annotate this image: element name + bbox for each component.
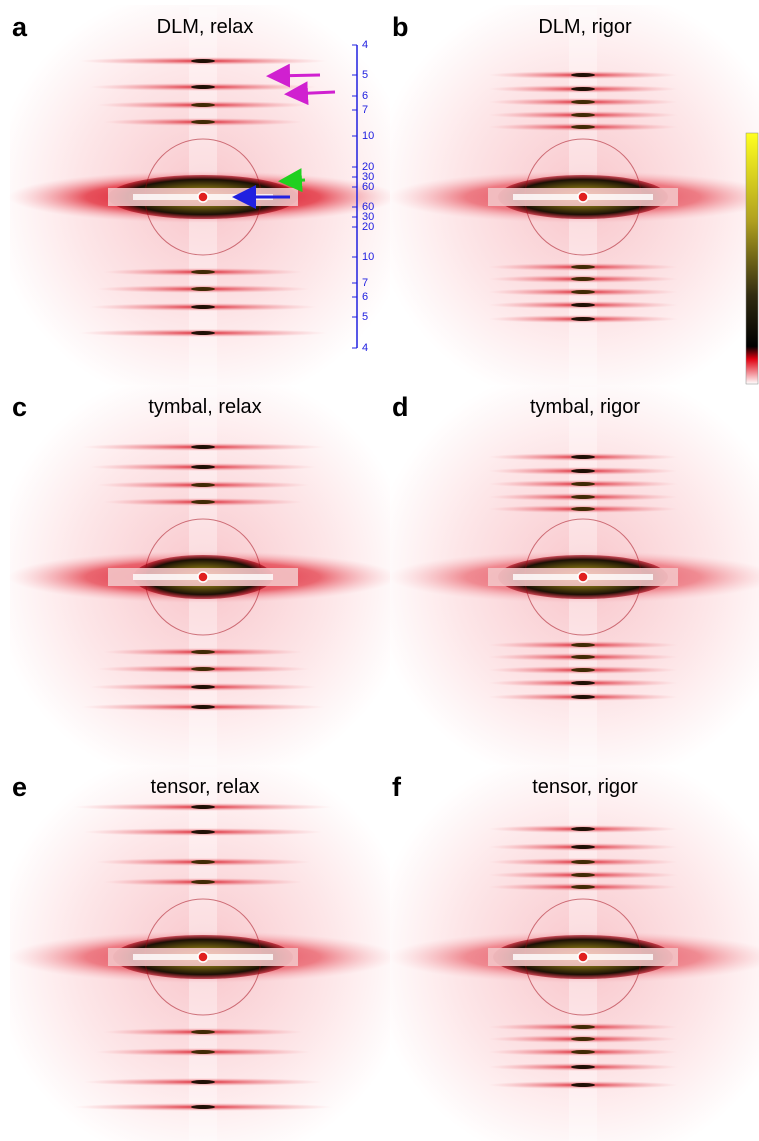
pattern [388, 5, 759, 389]
meridional-reflection [191, 103, 215, 107]
meridional-reflection [191, 880, 215, 884]
panel-letter: b [392, 12, 409, 42]
meridional-reflection [191, 830, 215, 834]
meridional-reflection [571, 113, 595, 117]
meridional-reflection [191, 1050, 215, 1054]
panel-letter: f [392, 772, 402, 802]
center [198, 192, 208, 202]
meridional-reflection [191, 305, 215, 309]
scale-tick-label: 7 [362, 104, 368, 116]
meridional-reflection [571, 643, 595, 647]
meridional-reflection [191, 85, 215, 89]
meridional-reflection [571, 827, 595, 831]
meridional-reflection [191, 270, 215, 274]
meridional-reflection [571, 873, 595, 877]
scale-tick-label: 5 [362, 69, 368, 81]
meridional-reflection [191, 685, 215, 689]
meridional-reflection [571, 885, 595, 889]
meridional-reflection [191, 1105, 215, 1109]
meridional-reflection [571, 125, 595, 129]
meridional-reflection [571, 495, 595, 499]
meridional-reflection [571, 845, 595, 849]
meridional-reflection [571, 265, 595, 269]
meridional-reflection [191, 59, 215, 63]
scale-tick-label: 4 [362, 39, 368, 51]
panel-letter: d [392, 392, 409, 422]
pattern [388, 385, 759, 769]
pattern [388, 765, 759, 1141]
meridional-reflection [571, 317, 595, 321]
scale-tick-label: 4 [362, 342, 368, 354]
meridional-reflection [571, 100, 595, 104]
meridional-reflection [571, 1065, 595, 1069]
pattern [8, 5, 398, 389]
meridional-reflection [571, 469, 595, 473]
meridional-reflection [571, 455, 595, 459]
pattern [8, 385, 398, 769]
arrow [272, 75, 320, 76]
meridional-reflection [571, 1025, 595, 1029]
panel-title: tymbal, rigor [530, 396, 640, 418]
center [198, 572, 208, 582]
meridional-reflection [191, 465, 215, 469]
scale-tick-label: 5 [362, 311, 368, 323]
meridional-reflection [571, 860, 595, 864]
scale-tick-label: 60 [362, 181, 374, 193]
meridional-reflection [191, 445, 215, 449]
arrow [290, 92, 335, 94]
scale-tick-label: 10 [362, 251, 374, 263]
center [198, 952, 208, 962]
figure: a DLM, relax b DLM, rigor c tymbal, relax d tym… [0, 0, 759, 1141]
scale-tick-label: 7 [362, 277, 368, 289]
meridional-reflection [191, 860, 215, 864]
meridional-reflection [571, 681, 595, 685]
panel-title: DLM, rigor [538, 16, 632, 38]
panel-title: DLM, relax [157, 16, 254, 38]
meridional-reflection [191, 483, 215, 487]
meridional-reflection [571, 1050, 595, 1054]
meridional-reflection [191, 705, 215, 709]
color-bar [746, 133, 758, 384]
meridional-reflection [571, 655, 595, 659]
meridional-reflection [191, 331, 215, 335]
scale-tick-label: 6 [362, 90, 368, 102]
meridional-reflection [191, 120, 215, 124]
pattern [8, 765, 398, 1141]
meridional-reflection [571, 73, 595, 77]
arrow [284, 180, 305, 181]
meridional-reflection [571, 303, 595, 307]
meridional-reflection [571, 290, 595, 294]
meridional-reflection [571, 277, 595, 281]
meridional-reflection [571, 1037, 595, 1041]
meridional-reflection [191, 667, 215, 671]
scale-tick-label: 20 [362, 221, 374, 233]
meridional-reflection [191, 287, 215, 291]
meridional-reflection [191, 500, 215, 504]
meridional-reflection [571, 87, 595, 91]
panel-title: tensor, rigor [532, 776, 638, 798]
panel-title: tensor, relax [151, 776, 260, 798]
panel-letter: a [12, 12, 28, 42]
diffraction-patterns [8, 5, 759, 1141]
meridional-reflection [571, 482, 595, 486]
panel-title: tymbal, relax [148, 396, 261, 418]
meridional-reflection [191, 805, 215, 809]
meridional-reflection [191, 650, 215, 654]
meridional-reflection [571, 507, 595, 511]
meridional-reflection [571, 668, 595, 672]
scale-tick-label: 10 [362, 130, 374, 142]
center [578, 192, 588, 202]
panel-letter: c [12, 392, 27, 422]
meridional-reflection [571, 695, 595, 699]
panel-letter: e [12, 772, 27, 802]
center [578, 572, 588, 582]
meridional-reflection [191, 1030, 215, 1034]
meridional-reflection [571, 1083, 595, 1087]
meridional-reflection [191, 1080, 215, 1084]
center [578, 952, 588, 962]
scale-tick-label: 6 [362, 291, 368, 303]
